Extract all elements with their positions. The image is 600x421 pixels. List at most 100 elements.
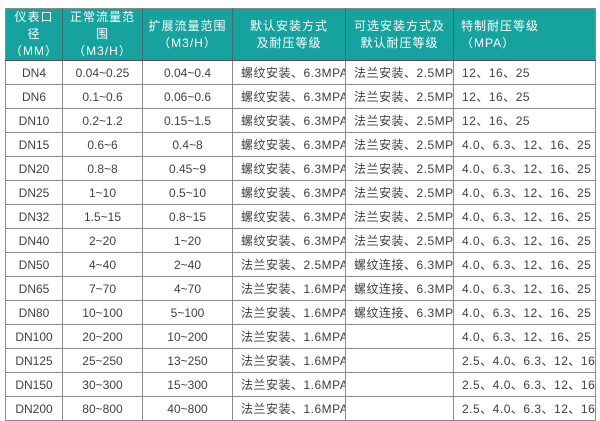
- table-cell: 法兰安装、1.6MPA: [232, 396, 346, 421]
- table-row: DN50 4~40 2~40 法兰安装、2.5MPA 螺纹连接、6.3MPA 4.0、6.…: [5, 252, 596, 277]
- table-cell: 0.06~0.6: [142, 84, 233, 109]
- table-row: DN80 10~100 5~100 法兰安装、1.6MPA 螺纹连接、6.3MPA 4.0…: [5, 300, 596, 325]
- table-row: DN10 0.2~1.2 0.15~1.5 螺纹安装、6.3MPA 法兰安装、2.5MP…: [5, 108, 596, 133]
- column-header-line2: （M3/H）: [158, 35, 217, 50]
- table-cell: 螺纹安装、6.3MPA: [232, 180, 346, 205]
- column-header-line2: （MPA）: [461, 35, 516, 50]
- table-cell: 0.04~0.25: [62, 60, 143, 85]
- table-cell: 螺纹连接、6.3MPA: [345, 252, 454, 277]
- column-header-line2: 及耐压等级: [256, 35, 322, 50]
- table-row: DN65 7~70 4~70 法兰安装、1.6MPA 螺纹连接、6.3MPA 4.0、6.…: [5, 276, 596, 301]
- table-cell: 10~100: [62, 300, 143, 325]
- table-cell: [345, 348, 454, 373]
- table-cell: 法兰安装、2.5MPA: [345, 180, 454, 205]
- table-cell: 法兰安装、2.5MPA: [345, 84, 454, 109]
- table-cell: 4.0、6.3、12、16、25: [453, 204, 596, 229]
- table-cell: 螺纹安装、6.3MPA: [232, 132, 346, 157]
- column-header-line1: 正常流量范围: [69, 10, 135, 41]
- table-cell: 0.8~15: [142, 204, 233, 229]
- table-cell: 法兰安装、1.6MPA: [232, 276, 346, 301]
- column-header-special-pressure: 特制耐压等级 （MPA）: [453, 8, 596, 61]
- table-cell: 5~100: [142, 300, 233, 325]
- table-cell: DN40: [5, 228, 63, 253]
- table-cell: 2.5、4.0、6.3、12、16: [453, 396, 596, 421]
- table-cell: 12、16、25: [453, 60, 596, 85]
- table-row: DN32 1.5~15 0.8~15 螺纹安装、6.3MPA 法兰安装、2.5MPA 4.…: [5, 204, 596, 229]
- table-cell: 1~20: [142, 228, 233, 253]
- table-cell: 螺纹安装、6.3MPA: [232, 204, 346, 229]
- table-cell: 4.0、6.3、12、16、25: [453, 228, 596, 253]
- column-header-line2: （MM）: [10, 44, 58, 58]
- table-row: DN150 30~300 15~300 法兰安装、1.6MPA 2.5、4.0、6.3、…: [5, 372, 596, 397]
- table-cell: 法兰安装、1.6MPA: [232, 348, 346, 373]
- table-cell: DN125: [5, 348, 63, 373]
- table-cell: 0.5~10: [142, 180, 233, 205]
- table-cell: DN200: [5, 396, 63, 421]
- table-cell: 0.15~1.5: [142, 108, 233, 133]
- table-cell: 法兰安装、2.5MPA: [345, 228, 454, 253]
- table-cell: 螺纹安装、6.3MPA: [232, 60, 346, 85]
- table-cell: 4.0、6.3、12、16、25: [453, 156, 596, 181]
- table-cell: 0.2~1.2: [62, 108, 143, 133]
- table-row: DN15 0.6~6 0.4~8 螺纹安装、6.3MPA 法兰安装、2.5MPA 4.0、…: [5, 132, 596, 157]
- table-cell: 30~300: [62, 372, 143, 397]
- table-row: DN40 2~20 1~20 螺纹安装、6.3MPA 法兰安装、2.5MPA 4.0、6.…: [5, 228, 596, 253]
- table-cell: DN10: [5, 108, 63, 133]
- table-cell: 法兰安装、2.5MPA: [345, 156, 454, 181]
- table-cell: DN65: [5, 276, 63, 301]
- table-row: DN25 1~10 0.5~10 螺纹安装、6.3MPA 法兰安装、2.5MPA 4.0、…: [5, 180, 596, 205]
- table-cell: 0.8~8: [62, 156, 143, 181]
- table-cell: 螺纹安装、6.3MPA: [232, 228, 346, 253]
- table-cell: 12、16、25: [453, 84, 596, 109]
- table-cell: 4~40: [62, 252, 143, 277]
- table-row: DN125 25~250 13~250 法兰安装、1.6MPA 2.5、4.0、6.3、…: [5, 348, 596, 373]
- table-cell: DN15: [5, 132, 63, 157]
- table-cell: 12、16、25: [453, 108, 596, 133]
- column-header-normal-flow: 正常流量范围 （M3/H）: [62, 8, 143, 61]
- table-cell: DN50: [5, 252, 63, 277]
- table-cell: 40~800: [142, 396, 233, 421]
- table-cell: [345, 324, 454, 349]
- table-cell: 4~70: [142, 276, 233, 301]
- table-cell: DN25: [5, 180, 63, 205]
- table-cell: 80~800: [62, 396, 143, 421]
- table-cell: DN100: [5, 324, 63, 349]
- table-cell: [345, 396, 454, 421]
- table-cell: 4.0、6.3、12、16、25: [453, 132, 596, 157]
- table-cell: 1.5~15: [62, 204, 143, 229]
- table-cell: 2~20: [62, 228, 143, 253]
- table-cell: 法兰安装、2.5MPA: [345, 204, 454, 229]
- table-cell: 4.0、6.3、12、16、25: [453, 300, 596, 325]
- column-header-line1: 仪表口径: [14, 10, 54, 41]
- table-row: DN200 80~800 40~800 法兰安装、1.6MPA 2.5、4.0、6.3、…: [5, 396, 596, 421]
- table-cell: 螺纹安装、6.3MPA: [232, 108, 346, 133]
- table-cell: 0.04~0.4: [142, 60, 233, 85]
- column-header-default-install: 默认安装方式 及耐压等级: [232, 8, 346, 61]
- table-cell: 1~10: [62, 180, 143, 205]
- column-header-line1: 特制耐压等级: [461, 18, 540, 33]
- table-cell: 0.1~0.6: [62, 84, 143, 109]
- table-cell: 法兰安装、2.5MPA: [345, 108, 454, 133]
- column-header-line1: 可选安装方式及: [353, 18, 445, 33]
- table-cell: 20~200: [62, 324, 143, 349]
- table-cell: 13~250: [142, 348, 233, 373]
- table-cell: 4.0、6.3、12、16、25: [453, 252, 596, 277]
- table-cell: 法兰安装、2.5MPA: [232, 252, 346, 277]
- table-cell: 法兰安装、1.6MPA: [232, 324, 346, 349]
- table-cell: DN6: [5, 84, 63, 109]
- table-cell: DN32: [5, 204, 63, 229]
- table-cell: 0.6~6: [62, 132, 143, 157]
- table-cell: DN20: [5, 156, 63, 181]
- column-header-optional-install: 可选安装方式及 默认耐压等级: [345, 8, 454, 61]
- table-row: DN6 0.1~0.6 0.06~0.6 螺纹安装、6.3MPA 法兰安装、2.5MPA…: [5, 84, 596, 109]
- table-cell: 法兰安装、2.5MPA: [345, 132, 454, 157]
- header-row: 仪表口径 （MM） 正常流量范围 （M3/H） 扩展流量范围 （M3/H） 默认…: [5, 8, 596, 61]
- flow-meter-spec-table-container: 仪表口径 （MM） 正常流量范围 （M3/H） 扩展流量范围 （M3/H） 默认…: [5, 8, 596, 421]
- column-header-diameter: 仪表口径 （MM）: [5, 8, 63, 61]
- table-row: DN20 0.8~8 0.45~9 螺纹安装、6.3MPA 法兰安装、2.5MPA 4.0…: [5, 156, 596, 181]
- table-row: DN4 0.04~0.25 0.04~0.4 螺纹安装、6.3MPA 法兰安装、2.5M…: [5, 60, 596, 85]
- column-header-extended-flow: 扩展流量范围 （M3/H）: [142, 8, 233, 61]
- table-body: DN4 0.04~0.25 0.04~0.4 螺纹安装、6.3MPA 法兰安装、2.5M…: [5, 60, 596, 421]
- table-cell: 螺纹安装、6.3MPA: [232, 156, 346, 181]
- table-cell: 法兰安装、1.6MPA: [232, 372, 346, 397]
